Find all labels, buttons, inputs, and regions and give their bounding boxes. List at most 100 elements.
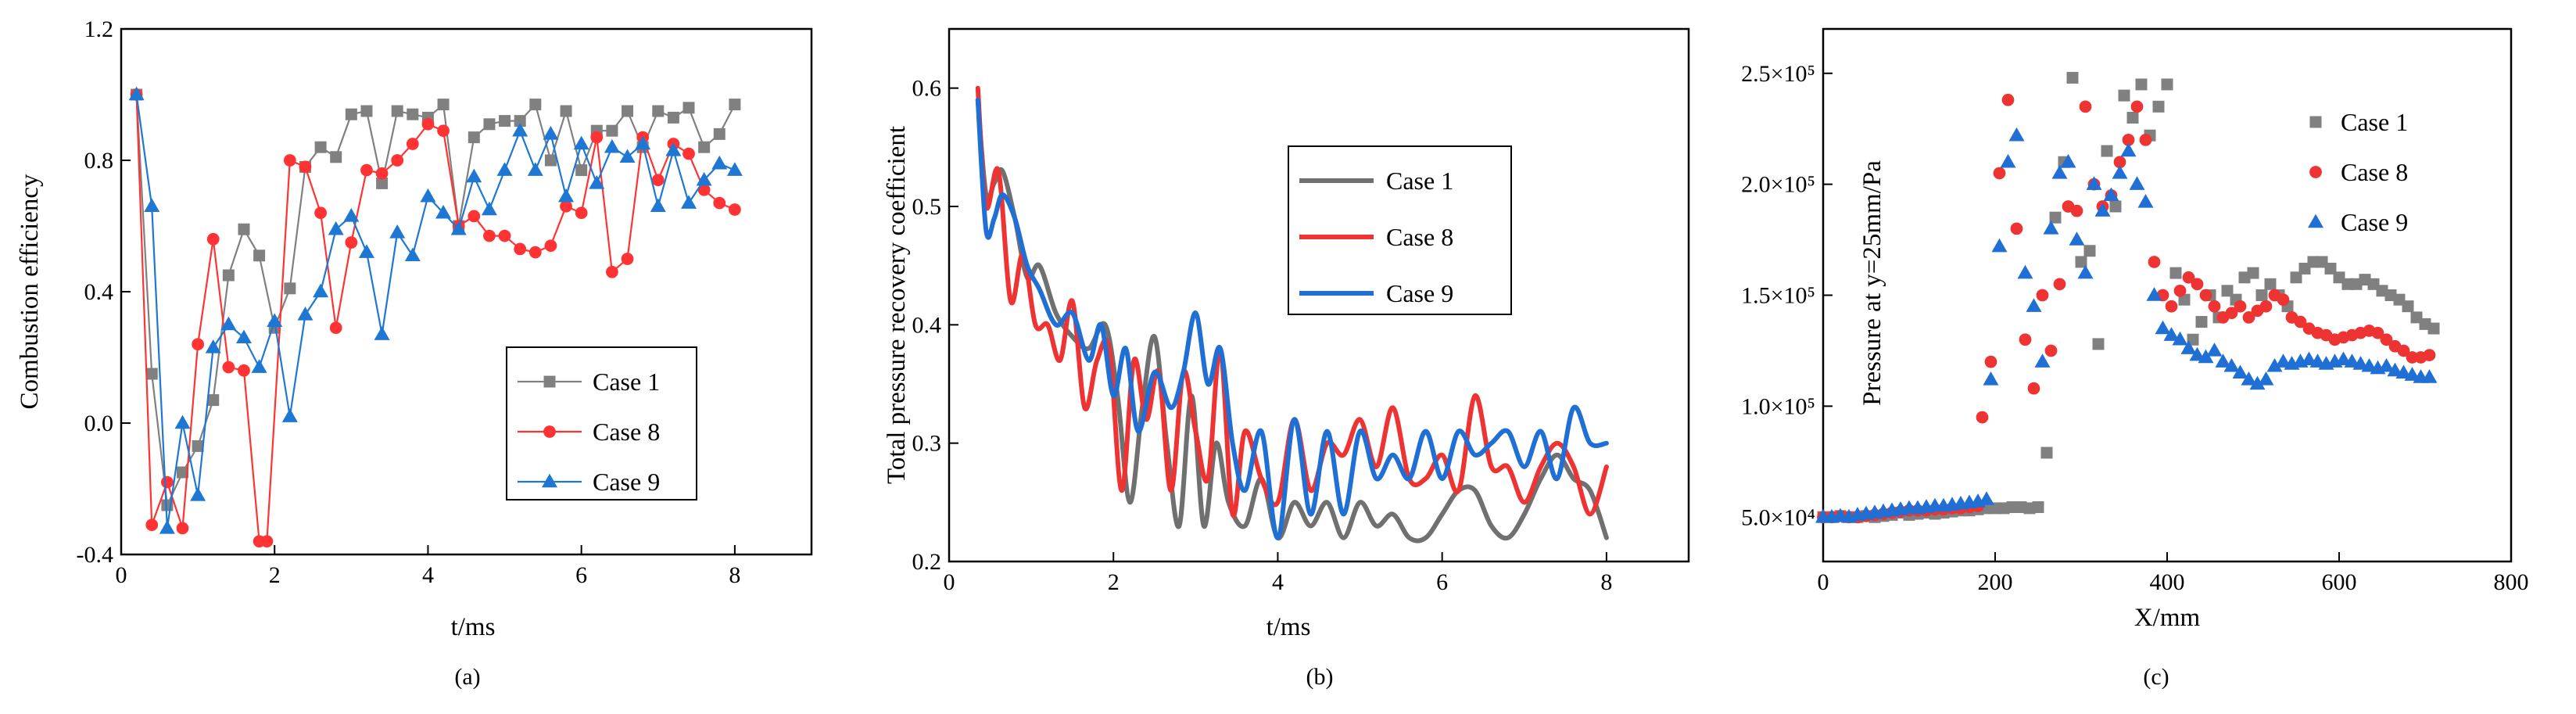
- x-tick-label: 4: [422, 562, 434, 588]
- data-point: [238, 223, 250, 235]
- data-point: [205, 339, 221, 353]
- data-point: [2380, 333, 2393, 346]
- data-point: [176, 466, 188, 479]
- data-point: [726, 162, 743, 176]
- data-point: [2344, 353, 2360, 368]
- data-point: [560, 105, 572, 117]
- data-point: [2044, 344, 2058, 357]
- data-point: [713, 196, 726, 210]
- data-point: [207, 394, 220, 407]
- legend-label: Case 1: [1386, 167, 1453, 195]
- data-point: [2094, 203, 2111, 217]
- data-point: [665, 142, 682, 156]
- data-point: [2165, 300, 2178, 313]
- data-point: [589, 175, 605, 189]
- data-point: [2049, 211, 2062, 224]
- data-point: [2040, 447, 2053, 459]
- data-point: [1991, 238, 2008, 253]
- legend-label: Case 8: [1386, 223, 1453, 251]
- data-point: [345, 236, 358, 249]
- data-point: [2010, 222, 2023, 235]
- data-point: [2118, 89, 2130, 102]
- data-point: [683, 102, 695, 114]
- legend-marker: [2307, 213, 2324, 228]
- data-point: [2122, 134, 2135, 146]
- data-point: [2406, 351, 2419, 364]
- data-point: [2195, 316, 2208, 328]
- y-tick-label: 0.5: [912, 194, 942, 220]
- data-point: [2249, 375, 2266, 390]
- data-point: [376, 177, 389, 189]
- y-tick-label: 1.0×10⁵: [1741, 393, 1815, 419]
- data-point: [619, 149, 636, 163]
- legend-item-case-1: Case 1: [2309, 108, 2408, 136]
- data-point: [2421, 369, 2438, 383]
- data-point: [498, 229, 511, 242]
- data-point: [404, 247, 421, 262]
- data-point: [2161, 78, 2173, 91]
- data-point: [575, 206, 588, 220]
- legend-item-case-9: Case 9: [518, 468, 660, 496]
- data-point: [621, 253, 634, 265]
- tick-marks: [120, 28, 736, 555]
- data-point: [2130, 100, 2144, 113]
- data-point: [284, 282, 296, 295]
- data-point: [512, 122, 528, 137]
- data-point: [527, 162, 543, 176]
- data-point: [2378, 357, 2395, 372]
- legend-label: Case 9: [1386, 279, 1453, 307]
- data-point: [2301, 351, 2317, 366]
- data-point: [544, 154, 557, 167]
- legend-item-case-9: Case 9: [1299, 279, 1453, 307]
- panel-c-pressure-distribution: 0 200 400 600 800 5.0×10⁴ 1.0×10⁵ 1.5×10⁵ 2.0×10…: [1741, 27, 2529, 690]
- data-point: [590, 131, 604, 144]
- data-point: [2277, 293, 2290, 307]
- legend-box: [1288, 145, 1512, 315]
- data-point: [437, 99, 450, 111]
- legend-label: Case 9: [593, 468, 660, 496]
- data-point: [2352, 356, 2369, 370]
- data-point: [2294, 315, 2307, 328]
- y-tick-label: -0.4: [77, 542, 114, 568]
- data-point: [328, 221, 344, 235]
- data-point: [2423, 349, 2436, 361]
- data-point: [681, 195, 697, 209]
- y-tick-label: 5.0×10⁴: [1741, 504, 1815, 530]
- data-point: [2032, 501, 2044, 513]
- legend-item-case-1: Case 1: [518, 368, 660, 396]
- series-case-9: [975, 97, 1609, 540]
- y-tick-label: 0.2: [912, 549, 942, 575]
- y-tick-label: 0.3: [912, 431, 942, 457]
- x-tick-label: 0: [944, 569, 955, 595]
- y-tick-label: 1.2: [84, 16, 114, 42]
- y-tick-label: 2.5×10⁵: [1741, 61, 1815, 87]
- legend-item-case-8: Case 8: [1299, 223, 1453, 251]
- data-point: [2139, 134, 2152, 146]
- x-tick-label: 4: [1272, 569, 1284, 595]
- data-point: [606, 124, 618, 137]
- y-axis-title: Pressure at y=25mm/Pa: [1858, 160, 1886, 406]
- legend-box: [506, 346, 697, 501]
- data-point: [360, 163, 373, 177]
- data-point: [468, 210, 481, 223]
- y-tick-label: 0.4: [84, 279, 114, 305]
- data-point: [159, 520, 175, 534]
- legend-marker: [2309, 116, 2322, 128]
- data-point: [375, 167, 389, 180]
- data-point: [2077, 264, 2094, 279]
- data-point: [543, 126, 559, 140]
- data-point: [2008, 127, 2025, 142]
- data-point: [2146, 287, 2162, 301]
- data-point: [2135, 78, 2148, 91]
- data-point: [2126, 112, 2139, 124]
- x-tick-label: 6: [1436, 569, 1448, 595]
- data-point: [2113, 156, 2126, 169]
- data-point: [450, 221, 467, 235]
- data-point: [528, 246, 542, 259]
- data-point: [174, 414, 191, 429]
- data-point: [329, 321, 342, 335]
- data-point: [281, 408, 298, 422]
- series-layer: [128, 86, 743, 548]
- data-point: [635, 135, 651, 150]
- data-point: [2247, 267, 2259, 279]
